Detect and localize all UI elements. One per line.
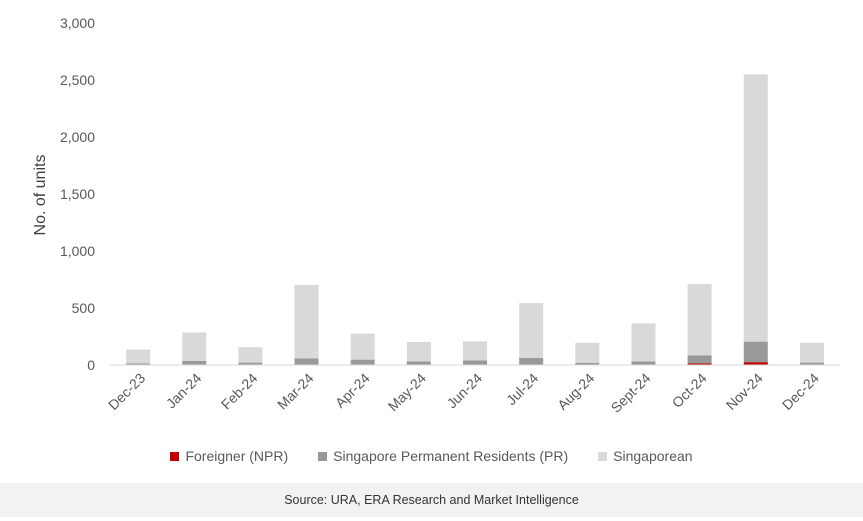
x-tick-label: Mar-24 — [274, 370, 317, 413]
y-tick-label: 1,000 — [60, 243, 95, 259]
bars — [126, 74, 824, 365]
legend-label: Singapore Permanent Residents (PR) — [333, 448, 569, 464]
bar-segment — [799, 362, 824, 365]
source-note: Source: URA, ERA Research and Market Int… — [284, 493, 579, 507]
legend-item: Foreigner (NPR) — [170, 448, 288, 464]
legend-item: Singapore Permanent Residents (PR) — [318, 448, 568, 464]
bar-segment — [406, 341, 431, 362]
x-tick-label: Nov-24 — [723, 370, 766, 413]
x-axis-ticks: Dec-23 Jan-24 Feb-24 Mar-24 Apr-24 May-24 Jun-… — [105, 370, 822, 416]
bar-segment — [519, 303, 544, 358]
bar-segment — [519, 357, 544, 365]
bar-segment — [350, 333, 375, 360]
x-tick-label: Sept-24 — [608, 370, 654, 416]
legend-swatch — [170, 451, 180, 461]
legend-label: Foreigner (NPR) — [185, 448, 289, 464]
bar-segment — [799, 342, 824, 363]
bar-segment — [238, 347, 263, 363]
legend-label: Singaporean — [613, 448, 693, 464]
x-tick-label: Dec-24 — [779, 370, 822, 413]
legend: Foreigner (NPR) Singapore Permanent Resid… — [0, 448, 863, 464]
stacked-bar-chart: No. of units 0 500 1,000 1,500 2,000 2,500 3,0… — [32, 15, 840, 416]
bar-segment — [126, 363, 151, 365]
y-axis-title: No. of units — [32, 155, 49, 236]
bar-segment — [743, 341, 768, 363]
bar-segment — [575, 362, 600, 365]
legend-swatch — [598, 451, 608, 461]
y-tick-label: 0 — [87, 357, 95, 373]
x-tick-label: Dec-23 — [105, 370, 148, 413]
y-axis-ticks: 0 500 1,000 1,500 2,000 2,500 3,000 — [60, 15, 95, 373]
x-tick-label: Apr-24 — [332, 370, 373, 411]
x-tick-label: Feb-24 — [218, 370, 261, 413]
bar-segment — [406, 361, 431, 365]
x-tick-label: Jun-24 — [444, 370, 486, 412]
bar-segment — [631, 323, 656, 362]
x-tick-label: May-24 — [385, 370, 429, 414]
bar-segment — [126, 349, 151, 364]
x-tick-label: Aug-24 — [554, 370, 597, 413]
bar-segment — [687, 355, 712, 364]
bar-segment — [294, 284, 319, 359]
y-tick-label: 2,500 — [60, 72, 95, 88]
source-bar: Source: URA, ERA Research and Market Int… — [0, 483, 863, 517]
y-axis-title-group: No. of units — [32, 155, 49, 236]
x-tick-label: Jan-24 — [163, 370, 205, 412]
bar-segment — [182, 332, 207, 362]
y-tick-label: 1,500 — [60, 186, 95, 202]
bar-segment — [238, 362, 263, 365]
bar-segment — [350, 359, 375, 365]
bar-segment — [575, 342, 600, 363]
bar-segment — [463, 341, 487, 361]
legend-item: Singaporean — [598, 448, 693, 464]
y-tick-label: 2,000 — [60, 129, 95, 145]
bar-segment — [687, 284, 712, 356]
x-tick-label: Oct-24 — [669, 370, 710, 411]
legend-swatch — [318, 451, 328, 461]
bar-segment — [631, 361, 656, 365]
y-tick-label: 3,000 — [60, 15, 95, 31]
bar-segment — [743, 362, 768, 365]
x-tick-label: Jul-24 — [503, 370, 541, 408]
bar-segment — [294, 358, 319, 365]
y-tick-label: 500 — [72, 300, 96, 316]
bar-segment — [463, 360, 487, 365]
bar-segment — [687, 363, 712, 365]
bar-segment — [182, 361, 207, 365]
bar-segment — [743, 74, 768, 342]
